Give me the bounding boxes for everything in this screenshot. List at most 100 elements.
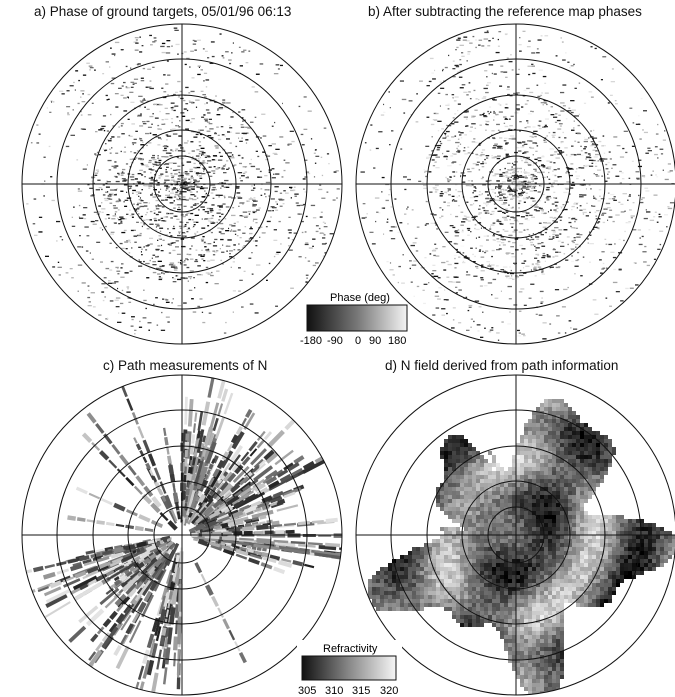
speckle (389, 262, 392, 264)
speckle (614, 100, 617, 102)
speckle (619, 156, 625, 158)
speckle (583, 165, 585, 167)
speckle (191, 130, 195, 133)
speckle (78, 216, 80, 218)
speckle (118, 223, 121, 225)
speckle (161, 51, 166, 54)
field-cell (604, 439, 608, 443)
speckle (127, 185, 133, 187)
speckle (268, 171, 270, 173)
speckle (185, 186, 189, 188)
path-segment (283, 522, 297, 527)
speckle (404, 188, 407, 191)
speckle (409, 260, 412, 262)
speckle (258, 176, 263, 178)
speckle (549, 235, 551, 238)
speckle (505, 142, 509, 144)
path-segment (164, 647, 171, 665)
speckle (585, 215, 589, 217)
path-segment (43, 586, 62, 597)
speckle (210, 231, 213, 234)
speckle (201, 249, 203, 251)
speckle (466, 168, 470, 170)
speckle (275, 201, 278, 203)
speckle (592, 149, 596, 151)
speckle (545, 197, 549, 199)
speckle (158, 159, 162, 162)
path-segment (110, 551, 124, 559)
speckle (549, 323, 552, 325)
speckle (112, 282, 116, 284)
path-segment (172, 573, 177, 582)
path-segment (125, 583, 137, 595)
speckle (190, 90, 195, 93)
speckle (584, 152, 588, 154)
speckle (88, 65, 93, 67)
path-segment (177, 583, 183, 612)
speckle (507, 240, 511, 243)
path-segment (233, 490, 243, 498)
speckle (196, 166, 201, 169)
speckle (92, 306, 96, 308)
speckle (188, 92, 191, 94)
speckle (149, 210, 153, 213)
speckle (546, 199, 550, 201)
speckle (573, 239, 576, 241)
speckle (487, 183, 491, 186)
speckle (123, 184, 128, 186)
path-segment (194, 495, 200, 502)
field-cell (528, 459, 532, 463)
speckle (136, 150, 140, 152)
speckle (497, 186, 502, 188)
speckle (118, 126, 120, 128)
speckle (388, 188, 392, 191)
speckle (553, 221, 558, 223)
speckle (266, 155, 271, 157)
speckle (240, 180, 243, 182)
speckle (140, 205, 145, 208)
speckle (550, 154, 554, 156)
speckle (241, 137, 243, 139)
speckle (507, 180, 511, 182)
field-cell (548, 463, 552, 467)
speckle (166, 196, 171, 198)
speckle (598, 221, 601, 223)
field-cell (600, 439, 604, 443)
field-cell (552, 451, 556, 455)
speckle (189, 168, 193, 170)
speckle (163, 298, 167, 300)
speckle (139, 100, 142, 102)
speckle (243, 49, 247, 51)
speckle (497, 199, 500, 202)
speckle (293, 186, 296, 188)
speckle (179, 193, 182, 195)
speckle (181, 245, 186, 248)
speckle (502, 172, 507, 174)
speckle (173, 180, 176, 182)
speckle (423, 184, 427, 187)
speckle (541, 92, 543, 94)
speckle (388, 91, 390, 93)
field-cell (604, 459, 608, 463)
path-segment (221, 545, 235, 552)
speckle (392, 274, 395, 276)
speckle (623, 239, 625, 242)
speckle (525, 212, 530, 214)
speckle (144, 185, 148, 187)
speckle (491, 72, 493, 75)
field-cell (576, 443, 580, 447)
speckle (120, 94, 124, 96)
field-cell (452, 459, 456, 463)
speckle (205, 249, 210, 251)
path-segment (193, 460, 204, 487)
speckle (114, 165, 119, 167)
speckle (453, 175, 456, 177)
speckle (290, 189, 295, 192)
speckle (499, 104, 502, 106)
path-segment (120, 569, 141, 588)
speckle (250, 158, 252, 161)
path-segment (116, 603, 124, 612)
speckle (412, 242, 417, 244)
speckle (152, 264, 157, 266)
speckle (544, 118, 549, 120)
